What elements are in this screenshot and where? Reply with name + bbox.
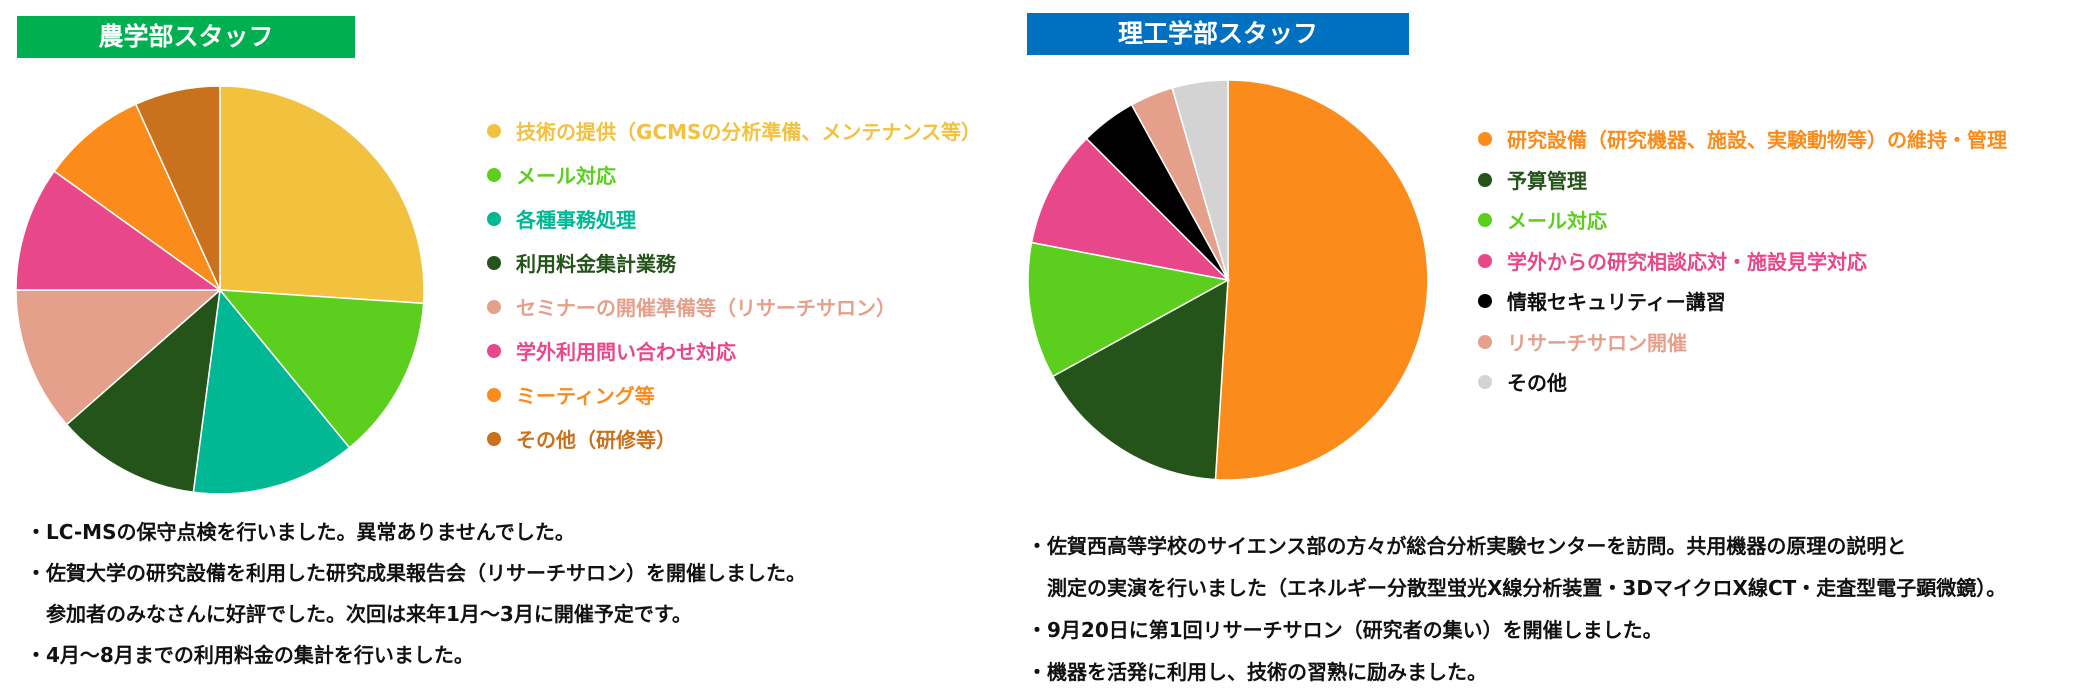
legend-item: メール対応 [1475,205,2007,246]
legend-item: 技術の提供（GCMSの分析準備、メンテナンス等） [484,116,981,160]
pie-slice [192,288,351,493]
pie-slice [65,288,222,493]
legend-label: メール対応 [1507,209,1607,233]
legend-label: 学外利用問い合わせ対応 [516,340,736,364]
sci-note: 測定の実演を行いました（エネルギー分散型蛍光X線分析装置・3DマイクロX線CT・… [1027,576,2007,600]
legend-marker [487,388,501,402]
legend-marker [487,168,501,182]
pie-slice [15,289,222,426]
agri-note: 参加者のみなさんに好評でした。次回は来年1月～3月に開催予定です。 [26,602,692,626]
legend-marker [487,432,501,446]
legend-item: メール対応 [484,160,981,204]
legend-label: リサーチサロン開催 [1507,330,1687,355]
legend-marker [1478,375,1492,389]
legend-label: セミナーの開催準備等（リサーチサロン） [516,296,896,320]
agri-note: ・LC-MSの保守点検を行いました。異常ありませんでした。 [26,520,575,544]
pie-slice [1027,241,1231,378]
agri-note: ・4月～8月までの利用料金の集計を行いました。 [26,643,474,667]
legend-item: ミーティング等 [484,380,981,424]
legend-label: その他 [1507,371,1567,395]
pie-slice [1214,79,1429,481]
legend-marker [487,300,501,314]
agri-legend: 技術の提供（GCMSの分析準備、メンテナンス等） メール対応各種事務処理利用料金集… [484,116,981,468]
legend-item: リサーチサロン開催 [1475,327,2007,368]
legend-item: 各種事務処理 [484,204,981,248]
sci-pie-chart [1027,79,1429,481]
legend-item: 学外からの研究相談応対・施設見学対応 [1475,246,2007,287]
legend-marker [487,344,501,358]
agri-notes: ・LC-MSの保守点検を行いました。異常ありませんでした。 ・佐賀大学の研究設備… [26,516,806,680]
legend-marker [487,212,501,226]
legend-item: 利用料金集計業務 [484,248,981,292]
pie-slice [134,85,221,291]
legend-marker [1478,294,1492,308]
pie-slice [1051,278,1229,481]
sci-panel: 理工学部スタッフ 研究設備（研究機器、施設、実験動物等）の維持・管理 予算管理メー… [1020,0,2100,700]
legend-item: 研究設備（研究機器、施設、実験動物等）の維持・管理 [1475,124,2007,165]
agri-title: 農学部スタッフ [17,16,355,58]
legend-item: 予算管理 [1475,165,2007,206]
legend-label: 各種事務処理 [516,208,636,232]
legend-item: その他（研修等） [484,424,981,468]
legend-label: 利用料金集計業務 [516,252,676,276]
legend-label: ミーティング等 [516,384,655,408]
legend-label: 技術の提供（GCMSの分析準備、メンテナンス等） [516,120,982,144]
legend-item: 学外利用問い合わせ対応 [484,336,981,380]
legend-marker [1478,132,1492,146]
legend-label: 情報セキュリティー講習 [1507,290,1726,314]
sci-note: ・機器を活発に利用し、技術の習熟に励みました。 [1027,660,1487,684]
pie-slice [1171,79,1229,281]
legend-marker [487,256,501,270]
legend-label: 研究設備（研究機器、施設、実験動物等）の維持・管理 [1507,128,2007,152]
legend-label: メール対応 [516,164,616,188]
agri-note: ・佐賀大学の研究設備を利用した研究成果報告会（リサーチサロン）を開催しました。 [26,561,806,585]
pie-slice [1030,137,1231,282]
legend-item: 情報セキュリティー講習 [1475,286,2007,327]
agri-pie-chart [15,85,425,493]
pie-slice [53,103,222,293]
sci-notes: ・佐賀西高等学校のサイエンス部の方々が総合分析実験センターを訪問。共用機器の原理… [1027,530,2006,698]
legend-marker [1478,213,1492,227]
agri-panel: 農学部スタッフ 技術の提供（GCMSの分析準備、メンテナンス等） メール対応各種事… [0,0,1020,700]
sci-legend: 研究設備（研究機器、施設、実験動物等）の維持・管理 予算管理メール対応学外からの研… [1475,124,2007,408]
sci-title: 理工学部スタッフ [1027,13,1409,55]
legend-marker [1478,253,1492,268]
legend-label: 学外からの研究相談応対・施設見学対応 [1507,249,1867,274]
pie-slice [15,170,223,291]
legend-marker [1478,172,1492,187]
legend-marker [1478,334,1492,349]
pie-slice [218,289,425,449]
pie-slice [219,85,425,305]
legend-marker [487,124,501,138]
legend-item: その他 [1475,367,2007,408]
legend-label: その他（研修等） [516,428,676,452]
legend-item: セミナーの開催準備等（リサーチサロン） [484,292,981,336]
legend-label: 予算管理 [1507,168,1587,193]
sci-note: ・佐賀西高等学校のサイエンス部の方々が総合分析実験センターを訪問。共用機器の原理… [1027,534,1907,558]
sci-note: ・9月20日に第1回リサーチサロン（研究者の集い）を開催しました。 [1027,618,1663,642]
